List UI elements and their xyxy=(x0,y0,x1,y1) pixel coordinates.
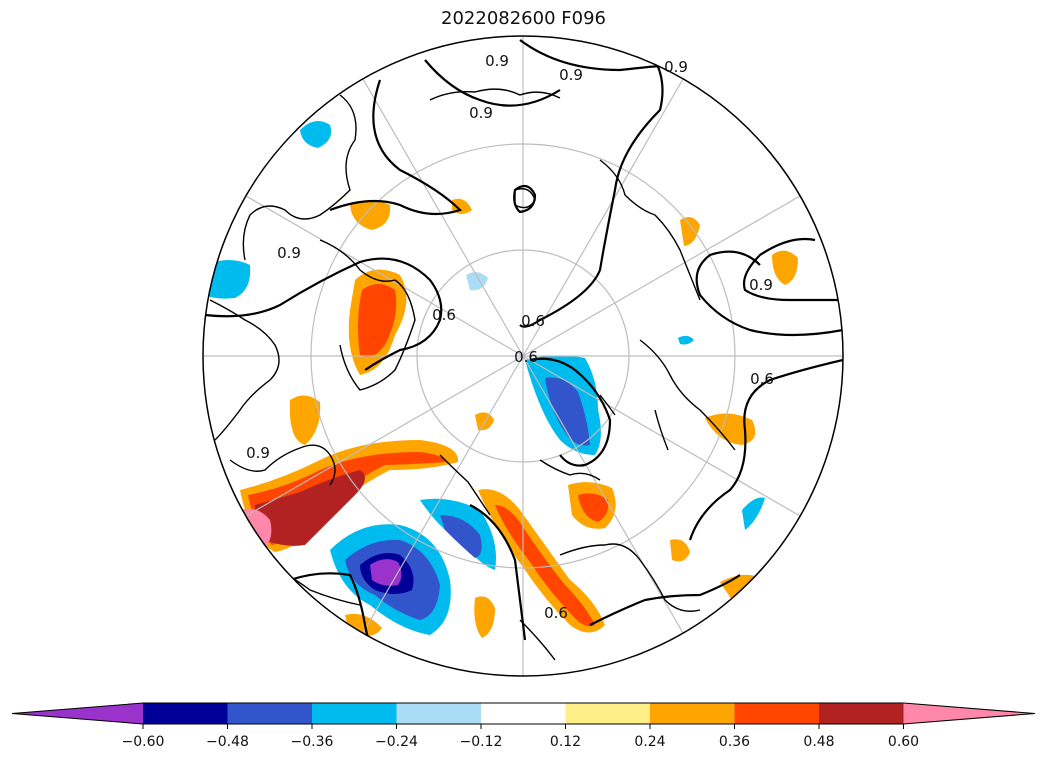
contour-label: 0.6 xyxy=(521,312,545,330)
colorbar-tick-label: 0.48 xyxy=(803,734,834,750)
colorbar-tick-label: 0.24 xyxy=(634,734,665,750)
positive-anomaly-patch xyxy=(350,200,391,230)
colorbar-segment xyxy=(819,703,904,724)
positive-anomaly-band xyxy=(495,505,595,627)
positive-anomaly-patch xyxy=(680,216,700,246)
positive-anomaly-patch xyxy=(357,284,397,358)
positive-anomaly-patch xyxy=(705,413,756,445)
colorbar-segment xyxy=(565,703,650,724)
colorbar-segment xyxy=(481,703,566,724)
colorbar: −0.60 −0.48 −0.36 −0.24 −0.12 0.12 0.24 0.36 0.4… xyxy=(11,702,1036,750)
negative-anomaly-patch xyxy=(742,497,765,530)
colorbar-segment xyxy=(227,703,312,724)
contour-label: 0.6 xyxy=(544,604,568,622)
map-boundary xyxy=(202,35,844,677)
negative-anomaly-patch xyxy=(440,515,482,558)
positive-anomaly-patch xyxy=(578,493,609,522)
contour-label: 0.9 xyxy=(277,244,301,262)
contour-label: 0.9 xyxy=(469,104,493,122)
colorbar-segment xyxy=(650,703,735,724)
positive-anomaly-patch xyxy=(670,539,690,562)
contour-label: 0.9 xyxy=(485,52,509,70)
colorbar-tick-label: −0.48 xyxy=(206,734,249,750)
colorbar-tick-label: −0.12 xyxy=(460,734,503,750)
positive-anomaly-core xyxy=(255,470,365,546)
colorbar-tick-label: −0.60 xyxy=(122,734,165,750)
contour-label: 0.6 xyxy=(514,348,538,366)
contour-label: 0.9 xyxy=(246,444,270,462)
colorbar-segment xyxy=(734,703,819,724)
contour-label: 0.9 xyxy=(664,58,688,76)
colorbar-segment xyxy=(396,703,481,724)
colorbar-segment xyxy=(143,703,228,724)
colorbar-extend-high xyxy=(903,703,1035,724)
anomaly-shading xyxy=(205,121,798,638)
contour-label: 0.9 xyxy=(559,66,583,84)
graticule xyxy=(203,36,843,676)
positive-anomaly-patch xyxy=(289,395,321,445)
contour-label: 0.6 xyxy=(750,370,774,388)
colorbar-tick-label: −0.24 xyxy=(375,734,418,750)
positive-anomaly-patch xyxy=(474,596,495,638)
positive-anomaly-patch xyxy=(475,412,494,431)
colorbar-tick-label: −0.36 xyxy=(291,734,334,750)
colorbar-tick-label: 0.60 xyxy=(888,734,919,750)
colorbar-tick-label: 0.12 xyxy=(550,734,581,750)
colorbar-tick-label: 0.36 xyxy=(719,734,750,750)
colorbar-extend-low xyxy=(12,703,143,724)
colorbar-segment xyxy=(312,703,397,724)
negative-anomaly-patch xyxy=(300,121,332,148)
negative-anomaly-patch xyxy=(205,260,251,299)
negative-anomaly-patch xyxy=(678,335,694,345)
contour-labels: 0.9 0.9 0.9 0.9 0.9 0.9 0.9 0.6 0.6 0.6 … xyxy=(246,52,774,622)
map-title: 2022082600 F096 xyxy=(441,8,606,29)
negative-anomaly-patch xyxy=(545,377,590,446)
polar-map: 0.9 0.9 0.9 0.9 0.9 0.9 0.9 0.6 0.6 0.6 … xyxy=(202,35,844,677)
positive-anomaly-patch xyxy=(772,250,798,285)
contour-label: 0.9 xyxy=(749,276,773,294)
contour-label: 0.6 xyxy=(432,306,456,324)
